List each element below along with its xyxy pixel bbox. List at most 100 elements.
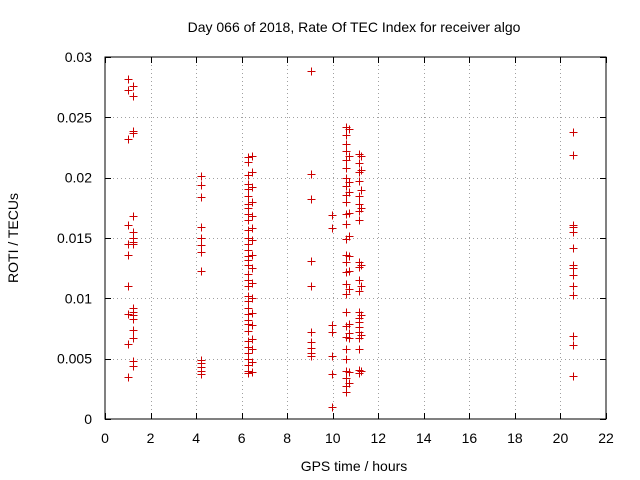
data-point [248,294,257,303]
data-point [345,285,354,294]
data-point [129,240,138,249]
data-point [355,345,364,354]
data-point [342,308,351,317]
grid-lines [105,57,606,419]
data-point [357,166,366,175]
data-point [355,276,364,285]
x-tick-labels: 0 2 4 6 8 10 12 14 16 18 20 22 [101,430,614,446]
y-axis-label: ROTI / TECUs [5,193,21,283]
data-point [345,152,354,161]
data-point [328,403,337,412]
data-point [355,192,364,201]
data-point [328,211,337,220]
data-point [129,326,138,335]
data-point [569,151,578,160]
data-point [248,198,257,207]
y-tick-label: 0.02 [65,170,92,186]
data-point [569,282,578,291]
data-point [342,147,351,156]
x-tick-label: 16 [462,430,478,446]
data-point [244,192,253,201]
data-point [244,185,253,194]
data-point [357,186,366,195]
data-point [342,355,351,364]
data-point [248,183,257,192]
data-points [124,67,578,412]
data-point [248,309,257,318]
data-point [307,328,316,337]
data-point [328,321,337,330]
axis-ticks [105,57,607,420]
data-point [345,320,354,329]
data-point [124,340,133,349]
data-point [328,224,337,233]
data-point [248,212,257,221]
y-tick-label: 0.005 [57,351,92,367]
data-point [569,271,578,280]
data-point [357,311,366,320]
data-point [248,321,257,330]
x-tick-label: 14 [416,430,432,446]
x-tick-label: 12 [370,430,386,446]
data-point [357,282,366,291]
data-point [345,252,354,261]
data-point [357,204,366,213]
data-point [357,367,366,376]
data-point [244,226,253,235]
data-point [244,216,253,225]
data-point [307,257,316,266]
data-point [307,67,316,76]
data-point [569,332,578,341]
data-point [197,223,206,232]
data-point [244,320,253,329]
data-point [307,352,316,361]
data-point [345,379,354,388]
data-point [345,125,354,134]
data-point [342,280,351,289]
data-point [248,168,257,177]
data-point [248,368,257,377]
data-point [355,287,364,296]
data-point [124,282,133,291]
data-point [569,244,578,253]
data-point [124,221,133,230]
data-point [197,193,206,202]
data-point [328,328,337,337]
x-tick-label: 4 [192,430,200,446]
x-axis-label: GPS time / hours [301,458,408,474]
data-point [248,264,257,273]
x-tick-label: 8 [283,430,291,446]
y-tick-label: 0.03 [65,49,92,65]
data-point [345,368,354,377]
data-point [569,228,578,237]
data-point [328,352,337,361]
data-point [248,358,257,367]
y-tick-labels: 0 0.005 0.01 0.015 0.02 0.025 0.03 [57,49,92,427]
data-point [569,372,578,381]
data-point [129,92,138,101]
y-tick-label: 0.025 [57,109,92,125]
data-point [345,178,354,187]
data-point [355,263,364,272]
data-point [345,334,354,343]
data-point [248,279,257,288]
data-point [248,335,257,344]
data-point [124,86,133,95]
data-point [357,152,366,161]
data-point [248,224,257,233]
data-point [129,334,138,343]
data-point [197,241,206,250]
data-point [355,177,364,186]
y-tick-label: 0 [84,411,92,427]
data-point [345,232,354,241]
data-point [569,341,578,350]
x-tick-label: 22 [598,430,614,446]
data-point [124,373,133,382]
data-point [328,370,337,379]
data-point [569,128,578,137]
data-point [342,140,351,149]
chart-title: Day 066 of 2018, Rate Of TEC Index for r… [188,19,521,35]
data-point [307,170,316,179]
